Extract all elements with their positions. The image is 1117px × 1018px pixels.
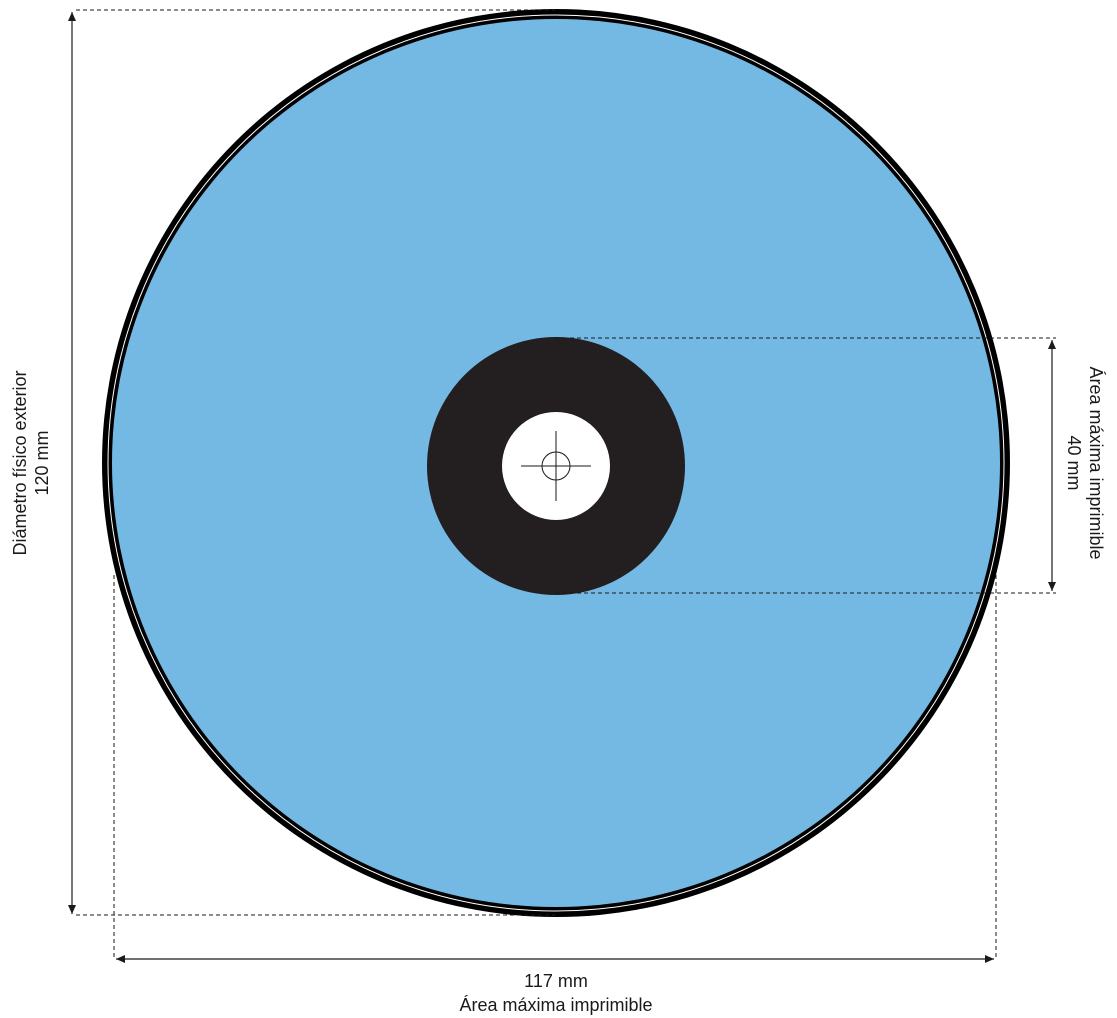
- disc-rim-highlight: [107, 14, 1005, 912]
- outer-diameter-value: 120 mm: [32, 430, 52, 495]
- outer-diameter-dimension: [68, 9, 556, 916]
- crosshair-icon: [521, 431, 591, 501]
- printable-width-label: Área máxima imprimible: [459, 995, 652, 1015]
- printable-inner-label: Área máxima imprimible: [1086, 366, 1106, 559]
- outer-diameter-label: Diámetro físico exterior: [10, 370, 30, 555]
- printable-inner-value: 40 mm: [1064, 435, 1084, 490]
- printable-width-value: 117 mm: [524, 971, 588, 991]
- printable-inner-dimension: [556, 337, 1056, 594]
- printable-width-dimension: [113, 575, 997, 963]
